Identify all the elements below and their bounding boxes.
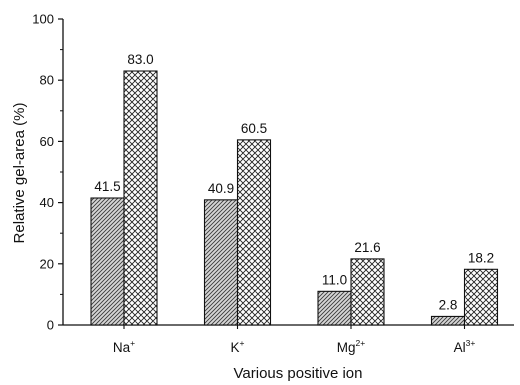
series-1-data-label: 2.8 [439, 297, 458, 312]
y-tick-label: 60 [40, 134, 54, 149]
x-tick-label: Na+ [113, 338, 135, 355]
y-tick-label: 100 [32, 12, 54, 27]
x-tick-label: K+ [231, 338, 245, 355]
series-2-bar [463, 268, 499, 326]
series-2-data-label: 21.6 [354, 240, 380, 255]
series-1-bar [430, 315, 466, 326]
series-2-bar [350, 258, 385, 326]
series-2-bar [123, 70, 158, 326]
y-tick-label: 40 [40, 195, 54, 210]
bars [90, 70, 499, 326]
series-1-data-label: 11.0 [322, 272, 347, 287]
series-1-bar [203, 199, 239, 326]
data-labels: 41.5 83.0 40.9 60.5 11.0 21.6 2.8 18.2 [94, 52, 494, 312]
y-axis-title: Relative gel-area (%) [11, 103, 28, 244]
series-2-data-label: 18.2 [468, 250, 494, 265]
x-axis-title: Various positive ion [234, 365, 363, 382]
x-tick-label: Al3+ [454, 338, 476, 355]
series-1-bar [90, 197, 125, 326]
y-tick-label: 80 [40, 73, 54, 88]
series-2-bar [236, 139, 272, 326]
x-tick-label: Mg2+ [337, 338, 365, 355]
y-axis-ticks: 0 20 40 60 80 100 [32, 12, 63, 333]
series-2-data-label: 60.5 [241, 121, 267, 136]
series-1-data-label: 40.9 [208, 181, 234, 196]
series-2-data-label: 83.0 [127, 52, 153, 67]
series-1-bar [317, 290, 352, 326]
y-tick-label: 20 [40, 256, 54, 271]
y-tick-label: 0 [47, 318, 54, 333]
series-1-data-label: 41.5 [94, 179, 120, 194]
x-axis-ticks: Na+ K+ Mg2+ Al3+ [113, 325, 476, 355]
